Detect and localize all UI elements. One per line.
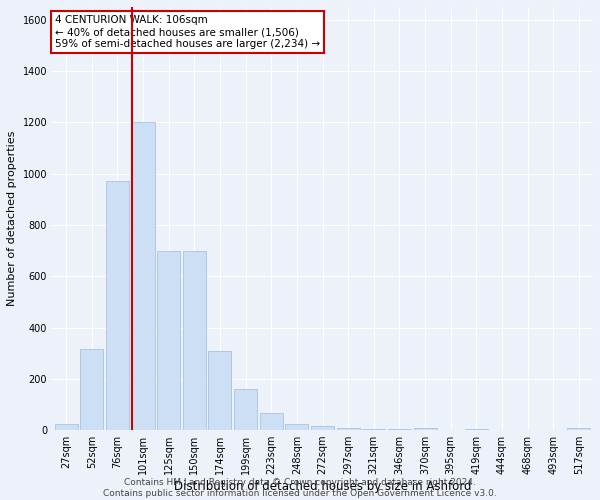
Bar xyxy=(465,429,488,430)
Bar xyxy=(183,250,206,430)
Bar xyxy=(55,424,77,430)
Y-axis label: Number of detached properties: Number of detached properties xyxy=(7,131,17,306)
Text: 4 CENTURION WALK: 106sqm
← 40% of detached houses are smaller (1,506)
59% of sem: 4 CENTURION WALK: 106sqm ← 40% of detach… xyxy=(55,16,320,48)
Text: Contains HM Land Registry data © Crown copyright and database right 2024.
Contai: Contains HM Land Registry data © Crown c… xyxy=(103,478,497,498)
Bar xyxy=(337,428,360,430)
Bar xyxy=(208,350,232,430)
Bar xyxy=(234,389,257,430)
Bar xyxy=(157,250,180,430)
Bar xyxy=(260,414,283,430)
Bar xyxy=(80,350,103,430)
Bar xyxy=(106,182,129,430)
Bar xyxy=(413,428,437,430)
Bar xyxy=(568,428,590,430)
X-axis label: Distribution of detached houses by size in Ashford: Distribution of detached houses by size … xyxy=(174,480,471,493)
Bar xyxy=(131,122,155,430)
Bar xyxy=(362,429,385,430)
Bar xyxy=(311,426,334,430)
Bar xyxy=(286,424,308,430)
Bar xyxy=(388,429,411,430)
